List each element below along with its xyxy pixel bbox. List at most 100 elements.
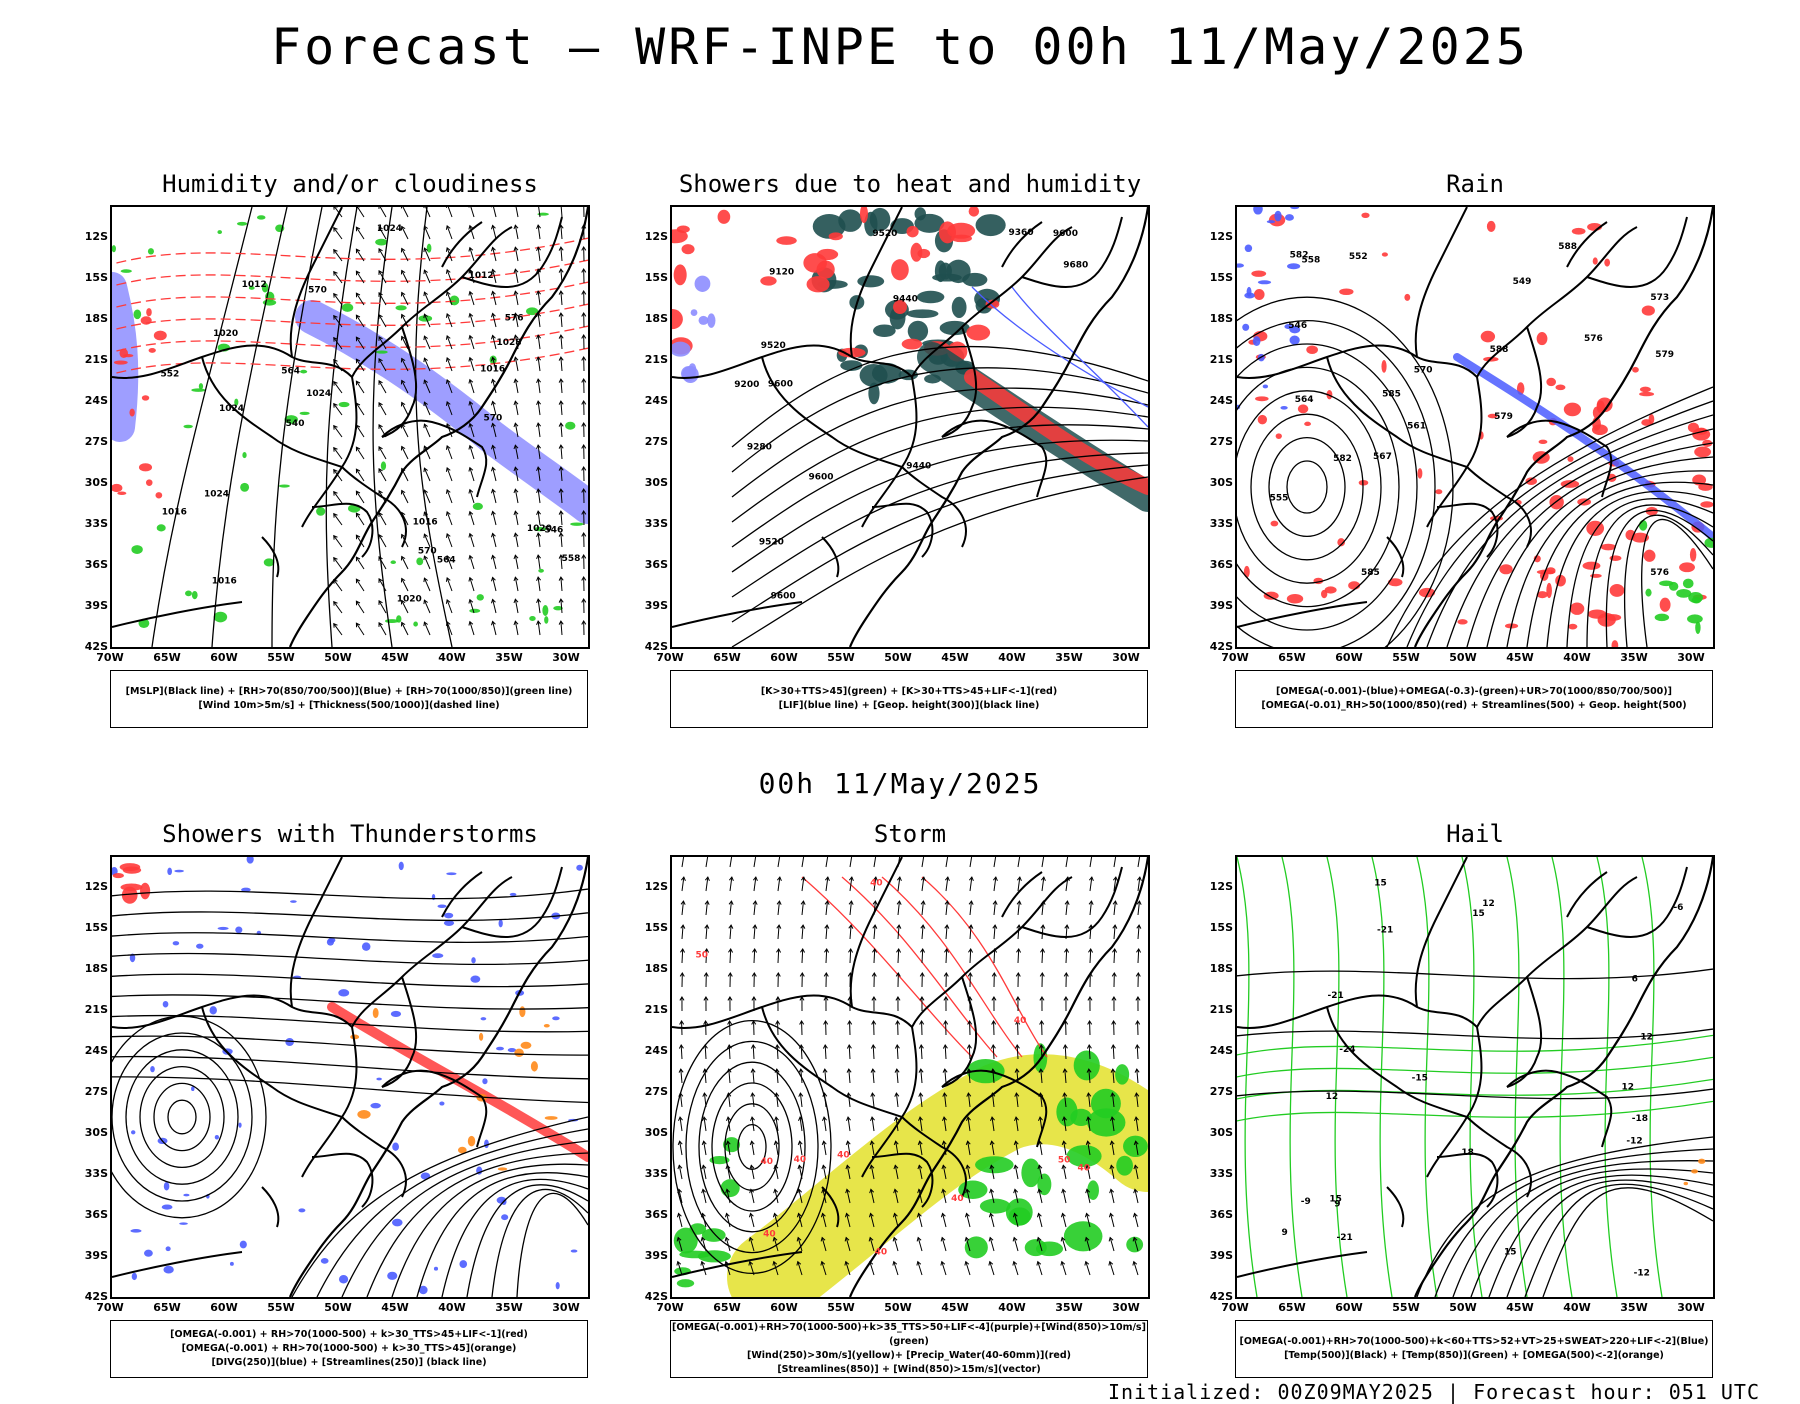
contour-label: 40 bbox=[1078, 1163, 1091, 1173]
contour-label: 582 bbox=[1290, 250, 1309, 260]
panel-title: Rain bbox=[1195, 170, 1755, 198]
contour-label: 9680 bbox=[1063, 261, 1088, 271]
legend-line: [OMEGA(-0.001)+RH>70(1000-500)+k<60+TTS>… bbox=[1239, 1335, 1708, 1349]
contour-label: 540 bbox=[286, 419, 305, 429]
contour-label: 9600 bbox=[808, 472, 833, 482]
longitude-tick-label: 40W bbox=[1563, 1301, 1590, 1314]
contour-label: 570 bbox=[484, 414, 503, 424]
latitude-tick-label: 36S bbox=[1195, 1208, 1233, 1221]
contour-label: 9520 bbox=[872, 229, 897, 239]
contour-label: 1016 bbox=[212, 577, 237, 587]
contour-label: -12 bbox=[1626, 1137, 1642, 1147]
latitude-tick-label: 27S bbox=[630, 1085, 668, 1098]
legend-line: [Temp(500)](Black) + [Temp(850)](Green) … bbox=[1284, 1349, 1664, 1363]
longitude-tick-label: 70W bbox=[656, 651, 683, 664]
panel-title: Storm bbox=[630, 820, 1190, 848]
latitude-tick-label: 18S bbox=[630, 962, 668, 975]
latitude-tick-label: 24S bbox=[630, 1044, 668, 1057]
contour-label: 570 bbox=[418, 547, 437, 557]
latitude-tick-label: 24S bbox=[630, 394, 668, 407]
longitude-tick-label: 45W bbox=[381, 651, 408, 664]
contour-label: 579 bbox=[1655, 350, 1674, 360]
latitude-tick-label: 36S bbox=[70, 558, 108, 571]
contour-label: 1024 bbox=[377, 224, 402, 234]
latitude-tick-label: 30S bbox=[70, 1126, 108, 1139]
longitude-tick-label: 65W bbox=[713, 651, 740, 664]
longitude-tick-label: 40W bbox=[438, 1301, 465, 1314]
latitude-tick-label: 36S bbox=[70, 1208, 108, 1221]
latitude-tick-label: 18S bbox=[1195, 962, 1233, 975]
latitude-tick-label: 21S bbox=[1195, 353, 1233, 366]
latitude-tick-label: 39S bbox=[1195, 1249, 1233, 1262]
longitude-tick-label: 50W bbox=[1449, 651, 1476, 664]
longitude-tick-label: 70W bbox=[96, 1301, 123, 1314]
legend-line: [OMEGA(-0.001)+RH>70(1000-500)+k>35_TTS>… bbox=[671, 1321, 1147, 1349]
legend-line: [DIVG(250)](blue) + [Streamlines(250)] (… bbox=[211, 1356, 486, 1370]
longitude-tick-label: 65W bbox=[713, 1301, 740, 1314]
valid-time-title: 00h 11/May/2025 bbox=[0, 767, 1800, 800]
latitude-tick-label: 33S bbox=[1195, 517, 1233, 530]
contour-label: 576 bbox=[505, 314, 524, 324]
longitude-tick-label: 60W bbox=[1335, 651, 1362, 664]
longitude-tick-label: 40W bbox=[998, 1301, 1025, 1314]
latitude-tick-label: 33S bbox=[1195, 1167, 1233, 1180]
longitude-tick-label: 65W bbox=[1278, 651, 1305, 664]
longitude-tick-label: 65W bbox=[1278, 1301, 1305, 1314]
legend-line: [LIF](blue line) + [Geop. height(300)](b… bbox=[779, 699, 1040, 713]
contour-label: -21 bbox=[1337, 1233, 1353, 1243]
longitude-tick-label: 45W bbox=[941, 651, 968, 664]
longitude-tick-label: 35W bbox=[1620, 651, 1647, 664]
contour-label: 9600 bbox=[771, 592, 796, 602]
longitude-tick-label: 35W bbox=[495, 651, 522, 664]
contour-label: 40 bbox=[837, 1150, 850, 1160]
contour-label: 9120 bbox=[769, 268, 794, 278]
temp-850-lines bbox=[1237, 1033, 1713, 1123]
contour-label: 579 bbox=[1494, 412, 1513, 422]
longitude-tick-label: 70W bbox=[1221, 651, 1248, 664]
longitude-tick-label: 40W bbox=[1563, 651, 1590, 664]
longitude-tick-label: 50W bbox=[1449, 1301, 1476, 1314]
contour-label: 18 bbox=[1461, 1148, 1474, 1158]
contour-label: -21 bbox=[1327, 991, 1343, 1001]
latitude-tick-label: 36S bbox=[630, 1208, 668, 1221]
latitude-tick-label: 27S bbox=[1195, 1085, 1233, 1098]
longitude-tick-label: 55W bbox=[827, 651, 854, 664]
legend-line: [Wind(250)>30m/s](yellow)+ [Precip_Water… bbox=[747, 1349, 1071, 1363]
contour-label: -12 bbox=[1634, 1268, 1650, 1278]
country-borders bbox=[112, 207, 588, 647]
latitude-tick-label: 27S bbox=[70, 1085, 108, 1098]
latitude-tick-label: 33S bbox=[630, 517, 668, 530]
panel-title: Showers with Thunderstorms bbox=[70, 820, 630, 848]
longitude-tick-label: 60W bbox=[1335, 1301, 1362, 1314]
panel-title: Showers due to heat and humidity bbox=[630, 170, 1190, 198]
longitude-tick-label: 65W bbox=[153, 1301, 180, 1314]
contour-label: 15 bbox=[1504, 1247, 1517, 1257]
latitude-tick-label: 12S bbox=[630, 880, 668, 893]
contour-label: 1020 bbox=[397, 595, 422, 605]
contour-label: 1016 bbox=[413, 518, 438, 528]
longitude-tick-label: 45W bbox=[381, 1301, 408, 1314]
contour-label: 40 bbox=[794, 1155, 807, 1165]
contour-label: 40 bbox=[1014, 1016, 1027, 1026]
panel-legend: [OMEGA(-0.001)+RH>70(1000-500)+k<60+TTS>… bbox=[1235, 1320, 1713, 1378]
latitude-tick-label: 30S bbox=[630, 476, 668, 489]
longitude-tick-label: 30W bbox=[1677, 651, 1704, 664]
contour-label: -6 bbox=[1673, 903, 1683, 913]
contour-label: 588 bbox=[1490, 345, 1509, 355]
latitude-tick-label: 24S bbox=[70, 394, 108, 407]
longitude-tick-label: 35W bbox=[1055, 1301, 1082, 1314]
latitude-tick-label: 18S bbox=[1195, 312, 1233, 325]
latitude-tick-label: 39S bbox=[630, 1249, 668, 1262]
contour-label: 15 bbox=[1374, 878, 1387, 888]
latitude-tick-label: 30S bbox=[70, 476, 108, 489]
legend-line: [OMEGA(-0.01)_RH>50(1000/850)(red) + Str… bbox=[1261, 699, 1686, 713]
contour-label: 6 bbox=[1632, 974, 1638, 984]
longitude-tick-label: 40W bbox=[998, 651, 1025, 664]
panel-title: Humidity and/or cloudiness bbox=[70, 170, 630, 198]
latitude-tick-label: 39S bbox=[1195, 599, 1233, 612]
map-drawing: 9680960095209600960096009520944093609280… bbox=[672, 207, 1148, 647]
